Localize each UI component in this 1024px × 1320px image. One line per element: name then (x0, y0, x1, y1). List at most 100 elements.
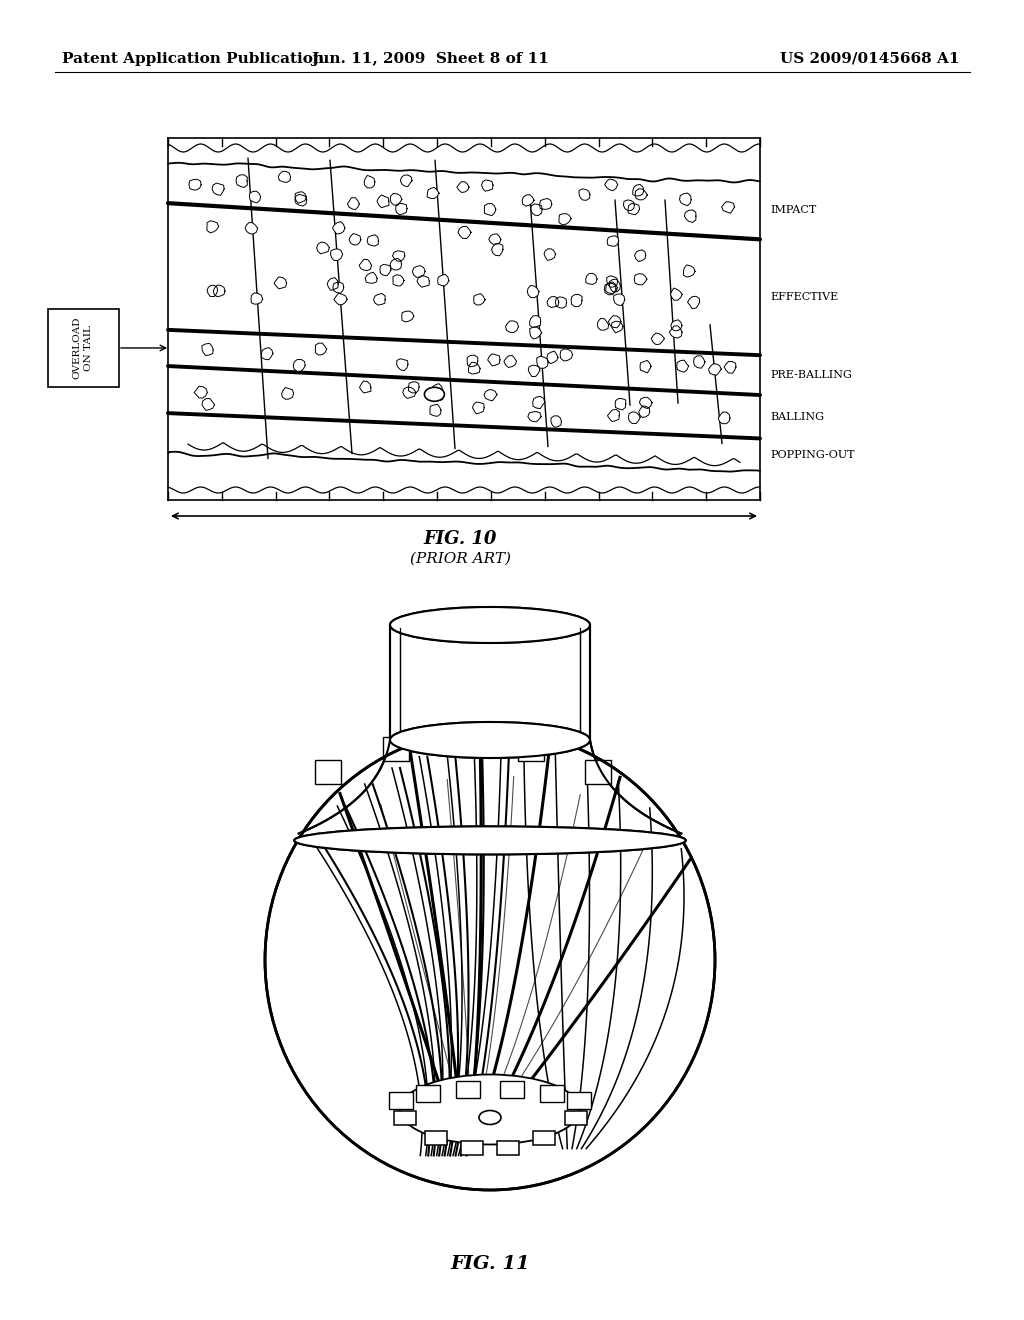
Polygon shape (579, 189, 590, 201)
Polygon shape (261, 347, 273, 360)
Polygon shape (634, 273, 647, 285)
Polygon shape (633, 185, 644, 195)
Polygon shape (368, 235, 379, 246)
Ellipse shape (294, 826, 686, 854)
Polygon shape (560, 348, 572, 362)
Polygon shape (611, 321, 623, 333)
Polygon shape (202, 399, 215, 411)
Polygon shape (709, 364, 721, 375)
Polygon shape (393, 275, 404, 286)
Polygon shape (437, 275, 449, 286)
Polygon shape (474, 293, 485, 305)
Polygon shape (207, 220, 218, 232)
Polygon shape (472, 403, 484, 414)
FancyBboxPatch shape (567, 1092, 591, 1109)
Polygon shape (527, 285, 539, 297)
Polygon shape (693, 356, 705, 368)
Polygon shape (624, 199, 635, 211)
Text: BALLING: BALLING (770, 412, 824, 422)
Polygon shape (400, 176, 412, 186)
Polygon shape (207, 285, 217, 297)
Polygon shape (396, 359, 408, 371)
Ellipse shape (390, 722, 590, 758)
Text: (PRIOR ART): (PRIOR ART) (410, 552, 511, 566)
Polygon shape (315, 343, 327, 355)
Polygon shape (484, 203, 496, 215)
Polygon shape (488, 234, 501, 244)
Text: Patent Application Publication: Patent Application Publication (62, 51, 324, 66)
Ellipse shape (390, 607, 590, 643)
Polygon shape (532, 396, 545, 409)
Polygon shape (349, 234, 360, 246)
Polygon shape (527, 412, 541, 422)
Polygon shape (295, 194, 306, 206)
Bar (461, 1140, 483, 1155)
Polygon shape (635, 189, 647, 199)
Text: FIG. 10: FIG. 10 (423, 531, 497, 548)
Polygon shape (528, 366, 540, 376)
FancyBboxPatch shape (540, 1085, 564, 1102)
Ellipse shape (424, 387, 444, 401)
Polygon shape (606, 282, 617, 293)
Polygon shape (607, 236, 618, 247)
Polygon shape (529, 315, 541, 327)
Polygon shape (316, 242, 330, 253)
Polygon shape (427, 187, 439, 198)
Polygon shape (251, 293, 263, 304)
Polygon shape (333, 222, 345, 234)
Polygon shape (380, 264, 391, 276)
Polygon shape (282, 388, 294, 399)
Polygon shape (537, 356, 548, 368)
Ellipse shape (390, 607, 590, 643)
Polygon shape (609, 279, 621, 292)
Polygon shape (458, 227, 471, 239)
Polygon shape (615, 399, 626, 411)
Polygon shape (430, 404, 441, 416)
Polygon shape (395, 203, 407, 215)
FancyBboxPatch shape (450, 725, 476, 750)
Polygon shape (189, 180, 201, 190)
FancyBboxPatch shape (383, 737, 409, 760)
Text: EFFECTIVE: EFFECTIVE (770, 292, 839, 302)
FancyBboxPatch shape (585, 759, 611, 784)
Polygon shape (195, 387, 207, 399)
Polygon shape (245, 222, 258, 234)
Polygon shape (431, 384, 442, 395)
Ellipse shape (479, 1110, 501, 1125)
Polygon shape (586, 273, 597, 284)
Text: Jun. 11, 2009  Sheet 8 of 11: Jun. 11, 2009 Sheet 8 of 11 (311, 51, 549, 66)
FancyBboxPatch shape (47, 309, 119, 387)
Polygon shape (413, 265, 425, 277)
Polygon shape (236, 174, 248, 187)
Polygon shape (559, 214, 571, 224)
Polygon shape (504, 355, 516, 367)
FancyBboxPatch shape (456, 1081, 480, 1097)
Polygon shape (250, 191, 260, 203)
Polygon shape (457, 182, 469, 193)
Polygon shape (551, 416, 561, 428)
Polygon shape (293, 359, 305, 371)
Polygon shape (680, 193, 691, 206)
Polygon shape (687, 296, 699, 309)
Polygon shape (724, 362, 736, 374)
Text: FIG. 11: FIG. 11 (451, 1255, 529, 1272)
Polygon shape (347, 198, 359, 210)
Polygon shape (295, 191, 306, 203)
Polygon shape (377, 195, 389, 207)
Polygon shape (629, 412, 640, 424)
Bar (497, 1140, 519, 1155)
Polygon shape (671, 288, 682, 300)
Polygon shape (202, 343, 213, 355)
Polygon shape (481, 180, 493, 191)
Polygon shape (531, 203, 542, 215)
FancyBboxPatch shape (517, 737, 544, 760)
Polygon shape (359, 381, 371, 393)
Ellipse shape (265, 730, 715, 1191)
Polygon shape (212, 183, 224, 195)
Bar (534, 1130, 555, 1144)
Polygon shape (571, 294, 582, 306)
Polygon shape (331, 249, 343, 260)
Polygon shape (651, 333, 665, 345)
Text: POPPING-OUT: POPPING-OUT (770, 450, 854, 459)
Polygon shape (487, 354, 500, 366)
